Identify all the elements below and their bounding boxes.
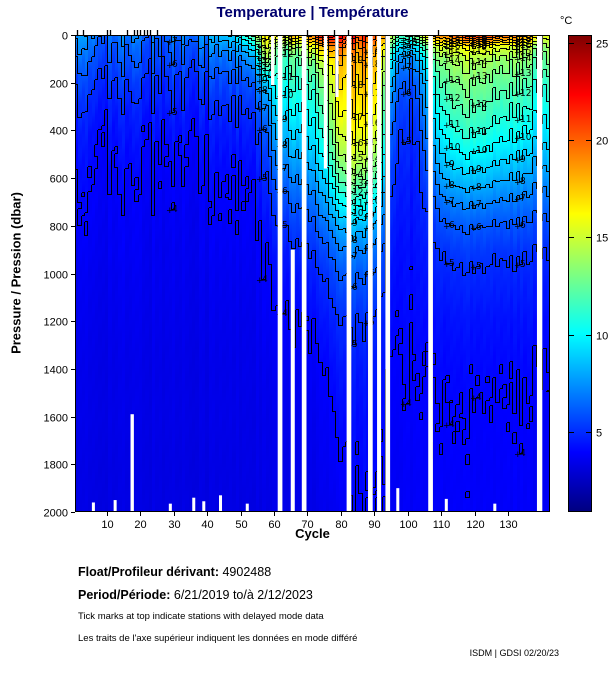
y-tick-label: 1600 <box>44 413 68 425</box>
y-tick-label: 800 <box>50 222 68 234</box>
colorbar-tick-label: 25 <box>596 39 608 51</box>
colorbar-unit-label: °C <box>560 15 573 27</box>
y-tick-label: 0 <box>62 31 68 43</box>
colorbar-tick-label: 5 <box>596 428 602 440</box>
note-delayed-mode-en: Tick marks at top indicate stations with… <box>78 611 324 622</box>
chart-title: Temperature | Température <box>216 4 409 21</box>
y-tick-label: 400 <box>50 126 68 138</box>
colorbar-tick-label: 10 <box>596 331 608 343</box>
period-label: Period/Période: <box>78 588 171 602</box>
y-axis-label: Pressure / Pression (dbar) <box>8 192 24 354</box>
y-tick-label: 1400 <box>44 365 68 377</box>
float-id-value: 4902488 <box>222 565 272 579</box>
y-tick-label: 2000 <box>44 508 68 520</box>
period-value: 6/21/2019 to/à 2/12/2023 <box>173 588 313 602</box>
float-id-label: Float/Profileur dérivant: <box>78 565 219 579</box>
temperature-heatmap <box>75 35 550 512</box>
y-tick-label: 200 <box>50 79 68 91</box>
note-delayed-mode-fr: Les traits de l'axe supérieur indiquent … <box>78 633 358 644</box>
colorbar-gradient <box>568 35 592 512</box>
x-axis-label: Cycle <box>295 526 330 541</box>
period-line: Period/Période: 6/21/2019 to/à 2/12/2023 <box>78 588 313 602</box>
credit-stamp: ISDM | GDSI 02/20/23 <box>469 648 559 658</box>
float-id-line: Float/Profileur dérivant: 4902488 <box>78 565 271 579</box>
colorbar-tick-label: 20 <box>596 136 608 148</box>
y-tick-label: 1200 <box>44 317 68 329</box>
y-tick-label: 1000 <box>44 270 68 282</box>
y-tick-label: 600 <box>50 174 68 186</box>
colorbar-tick-label: 15 <box>596 233 608 245</box>
y-tick-label: 1800 <box>44 460 68 472</box>
